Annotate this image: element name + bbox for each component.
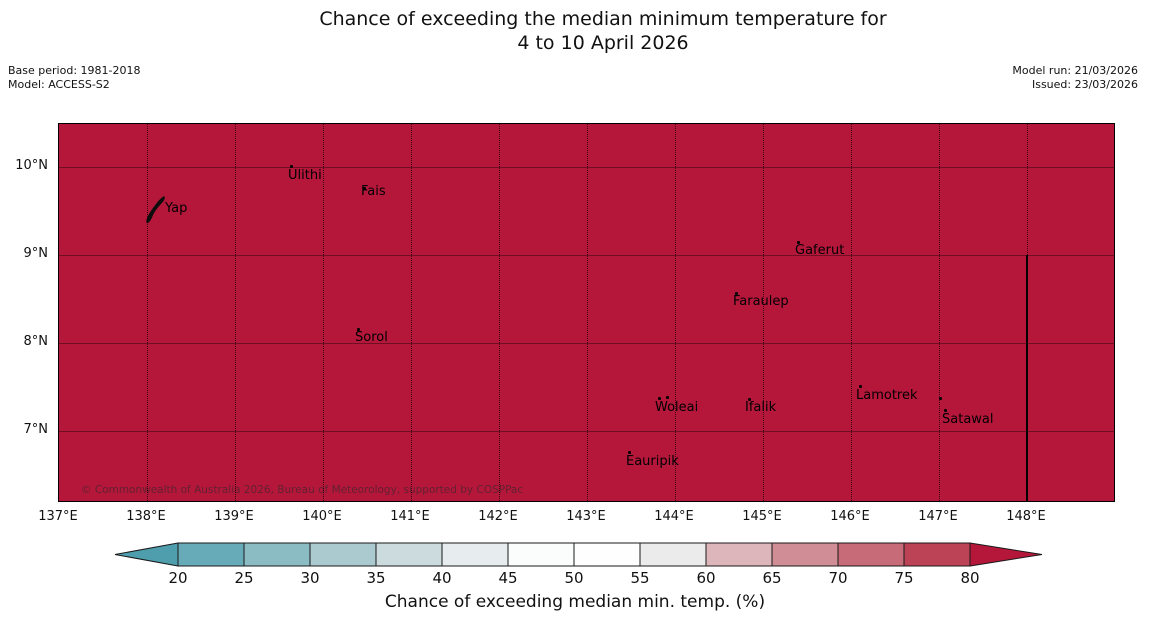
run-info-left: Base period: 1981-2018 Model: ACCESS-S2 [8, 64, 140, 91]
place-marker-dot [628, 451, 631, 454]
model-text: Model: ACCESS-S2 [8, 77, 110, 91]
copyright-text: © Commonwealth of Australia 2026, Bureau… [81, 484, 524, 496]
colorbar-segment [309, 542, 377, 567]
parallel-gridline [59, 431, 1114, 432]
meridian-gridline [939, 124, 940, 501]
longitude-tick-label: 139°E [214, 509, 254, 524]
longitude-tick-label: 148°E [1006, 509, 1046, 524]
colorbar-segment [243, 542, 311, 567]
place-label: Satawal [942, 412, 994, 427]
colorbar-over-arrow [969, 542, 1043, 567]
latitude-tick-label: 10°N [15, 158, 48, 173]
colorbar-segment [177, 542, 245, 567]
place-marker-dot [290, 165, 293, 168]
longitude-tick-label: 145°E [742, 509, 782, 524]
parallel-gridline [59, 343, 1114, 344]
place-marker-dot [944, 409, 947, 412]
meridian-gridline [147, 124, 148, 501]
colorbar-segment [837, 542, 905, 567]
colorbar-tick-label: 40 [432, 569, 452, 587]
place-label: Fais [361, 184, 386, 199]
place-label: Sorol [355, 330, 388, 345]
colorbar-segment [771, 542, 839, 567]
longitude-tick-label: 137°E [38, 509, 78, 524]
meridian-gridline [499, 124, 500, 501]
meridian-gridline [411, 124, 412, 501]
place-label: Eauripik [626, 454, 679, 469]
colorbar-tick-label: 65 [762, 569, 782, 587]
longitude-tick-label: 147°E [918, 509, 958, 524]
place-marker-dot [658, 397, 661, 400]
place-marker-dot [357, 328, 360, 331]
longitude-tick-label: 138°E [126, 509, 166, 524]
longitude-tick-label: 140°E [302, 509, 342, 524]
meridian-gridline [587, 124, 588, 501]
place-label: Faraulep [733, 294, 789, 309]
colorbar-tick-label: 45 [498, 569, 518, 587]
place-marker-dot [666, 396, 669, 399]
meridian-gridline [763, 124, 764, 501]
map-canvas: © Commonwealth of Australia 2026, Bureau… [58, 123, 1115, 502]
colorbar-segment [375, 542, 443, 567]
place-marker-dot [748, 398, 751, 401]
colorbar-segment [441, 542, 509, 567]
place-marker-dot [859, 385, 862, 388]
meridian-gridline [851, 124, 852, 501]
meridian-gridline [323, 124, 324, 501]
parallel-gridline [59, 167, 1114, 168]
colorbar-segment [639, 542, 707, 567]
base-period-text: Base period: 1981-2018 [8, 64, 141, 77]
longitude-tick-label: 142°E [478, 509, 518, 524]
longitude-tick-label: 146°E [830, 509, 870, 524]
colorbar-tick-label: 80 [960, 569, 980, 587]
colorbar-segment [903, 542, 971, 567]
colorbar-segment [573, 542, 641, 567]
page-title: Chance of exceeding the median minimum t… [56, 7, 1150, 55]
run-info-right: Model run: 21/03/2026 Issued: 23/03/2026 [1012, 64, 1138, 91]
colorbar-tick-label: 60 [696, 569, 716, 587]
issued-text: Issued: 23/03/2026 [1031, 77, 1138, 91]
colorbar-tick-label: 75 [894, 569, 914, 587]
longitude-tick-label: 143°E [566, 509, 606, 524]
latitude-tick-label: 7°N [23, 422, 49, 437]
model-run-text: Model run: 21/03/2026 [1012, 64, 1138, 77]
place-marker-dot [735, 292, 738, 295]
latitude-tick-label: 8°N [23, 334, 49, 349]
state-boundary-line [1026, 255, 1028, 501]
place-label: Lamotrek [856, 388, 918, 403]
place-marker-dot [797, 241, 800, 244]
place-label: Ifalik [745, 400, 777, 415]
place-label: Ulithi [288, 168, 322, 183]
title-line1: Chance of exceeding the median minimum t… [319, 8, 887, 30]
meridian-gridline [235, 124, 236, 501]
colorbar-tick-label: 50 [564, 569, 584, 587]
place-marker-dot [939, 397, 942, 400]
place-label: Woleai [655, 400, 699, 415]
colorbar-under-arrow [114, 542, 179, 567]
meridian-gridline [675, 124, 676, 501]
colorbar-tick-label: 25 [234, 569, 254, 587]
title-line2: 4 to 10 April 2026 [517, 32, 689, 54]
colorbar-tick-label: 35 [366, 569, 386, 587]
colorbar-tick-label: 20 [168, 569, 188, 587]
colorbar-tick-label: 30 [300, 569, 320, 587]
longitude-tick-label: 141°E [390, 509, 430, 524]
colorbar-segment [705, 542, 773, 567]
yap-island-shape [146, 196, 165, 224]
colorbar-segment [507, 542, 575, 567]
parallel-gridline [59, 255, 1114, 256]
place-label: Yap [165, 201, 188, 216]
colorbar-label: Chance of exceeding median min. temp. (%… [384, 592, 766, 612]
colorbar-tick-label: 70 [828, 569, 848, 587]
latitude-tick-label: 9°N [23, 246, 49, 261]
place-marker-dot [363, 187, 366, 190]
colorbar-tick-label: 55 [630, 569, 650, 587]
longitude-tick-label: 144°E [654, 509, 694, 524]
place-label: Gaferut [795, 243, 845, 258]
